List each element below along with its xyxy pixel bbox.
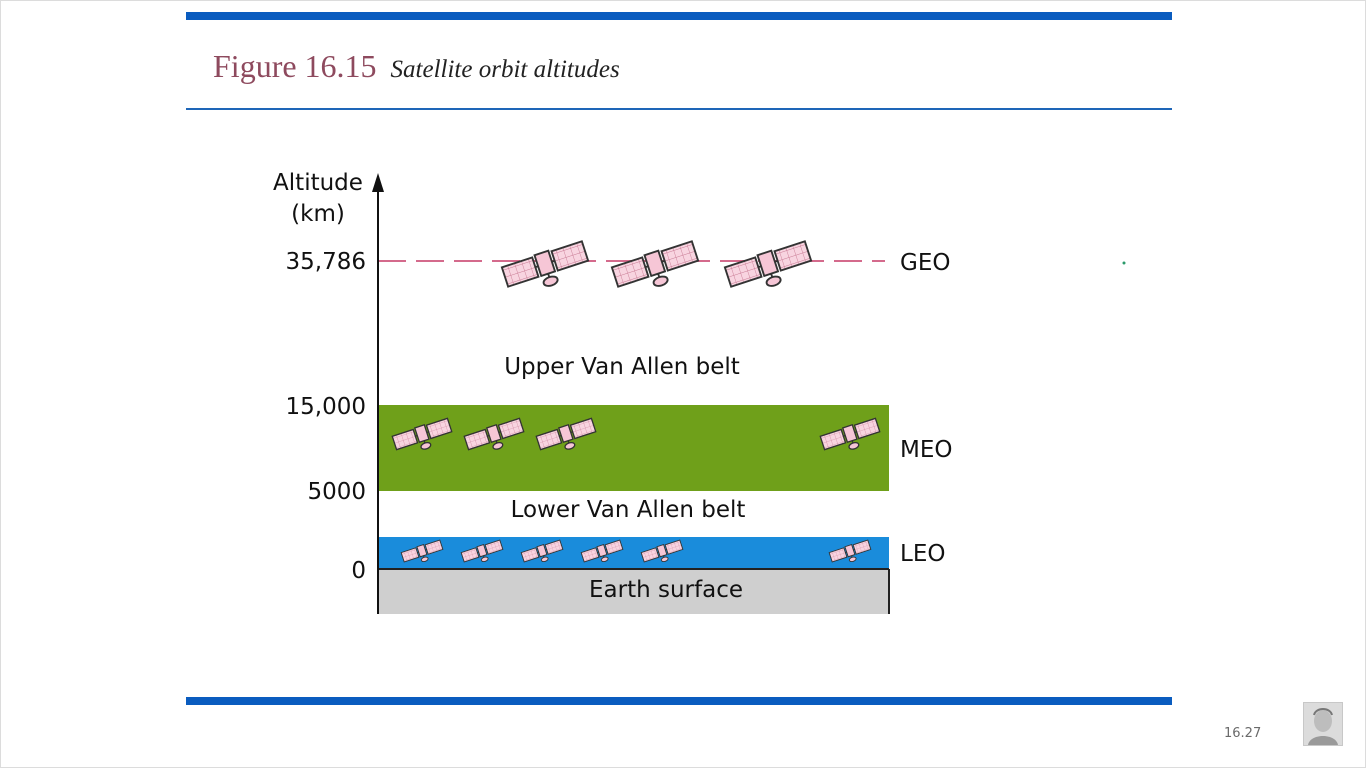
satellite-icon	[610, 239, 703, 300]
avatar-portrait-icon	[1304, 703, 1342, 745]
lower-van-allen-label: Lower Van Allen belt	[511, 497, 746, 523]
earth-surface-label: Earth surface	[589, 577, 743, 603]
figure-title: Figure 16.15 Satellite orbit altitudes	[213, 48, 620, 85]
page-number: 16.27	[1224, 726, 1262, 741]
geo-label: GEO	[900, 250, 950, 276]
tick-5000: 5000	[307, 479, 366, 505]
bottom-rule	[186, 697, 1172, 705]
earth-surface-band	[378, 569, 889, 614]
figure-caption: Satellite orbit altitudes	[390, 56, 620, 83]
meo-label: MEO	[900, 437, 952, 463]
tick-0: 0	[351, 558, 366, 584]
axis-label-line1: Altitude	[273, 170, 363, 196]
satellite-icon	[500, 239, 593, 300]
upper-van-allen-label: Upper Van Allen belt	[504, 354, 740, 380]
presenter-avatar	[1303, 702, 1343, 746]
meo-band	[378, 405, 889, 491]
axis-arrow-icon	[372, 173, 384, 192]
title-rule	[186, 108, 1172, 110]
tick-geo: 35,786	[286, 249, 366, 275]
satellite-icon	[723, 239, 816, 300]
tick-15000: 15,000	[286, 394, 366, 420]
leo-band	[378, 537, 889, 569]
top-rule	[186, 12, 1172, 20]
stray-dot	[1122, 261, 1126, 265]
axis-label-line2: (km)	[291, 201, 345, 227]
figure-number: Figure 16.15	[213, 48, 377, 84]
leo-label: LEO	[900, 541, 945, 567]
